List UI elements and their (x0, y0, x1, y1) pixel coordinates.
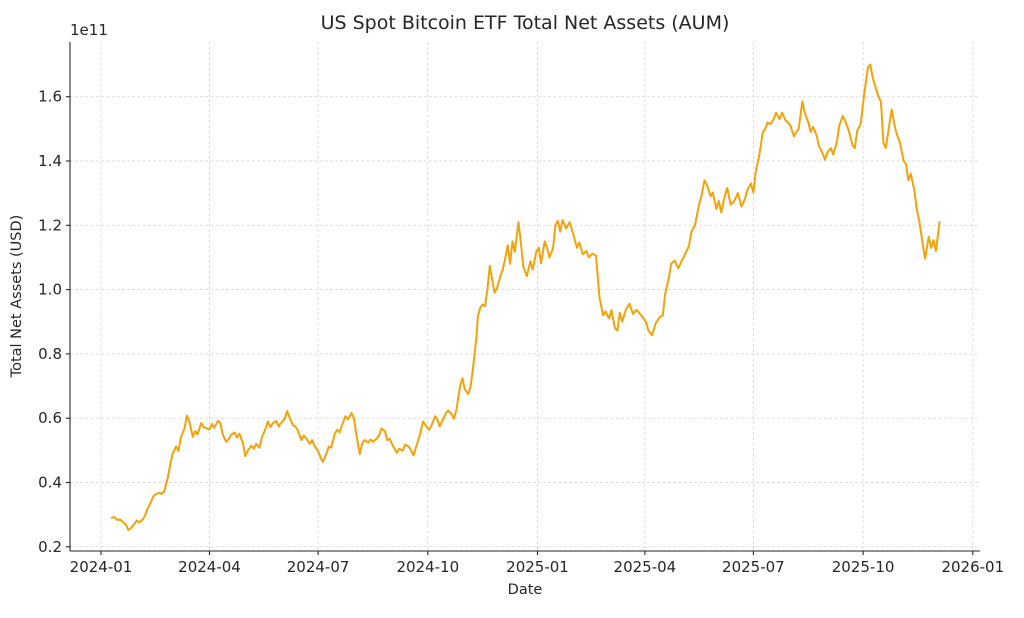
y-tick-label: 1.0 (38, 281, 62, 299)
y-tick-label: 0.2 (38, 538, 62, 556)
y-tick-label: 1.4 (38, 152, 62, 170)
x-tick-label: 2024-10 (396, 558, 459, 576)
x-tick-label: 2026-01 (941, 558, 1004, 576)
y-axis-label: Total Net Assets (USD) (9, 215, 25, 379)
x-axis-label: Date (508, 582, 543, 598)
x-tick-label: 2024-04 (178, 558, 241, 576)
grid-layer (70, 42, 980, 551)
x-tick-label: 2025-01 (506, 558, 569, 576)
x-tick-label: 2025-07 (722, 558, 785, 576)
y-tick-label: 1.6 (38, 88, 62, 106)
series-line (110, 63, 941, 532)
axes-layer: 0.2 0.4 0.6 0.8 1.0 1.2 1.4 1.6 2024-01 2024-04 20… (38, 42, 1004, 576)
x-tick-label: 2024-01 (70, 558, 133, 576)
y-axis-offset-text: 1e11 (70, 21, 108, 39)
y-tick-label: 0.8 (38, 345, 62, 363)
y-tick-label: 1.2 (38, 216, 62, 234)
x-tick-label: 2025-04 (614, 558, 677, 576)
y-tick-label: 0.4 (38, 474, 62, 492)
y-tick-label: 0.6 (38, 409, 62, 427)
aum-line (110, 63, 941, 532)
x-tick-label: 2024-07 (287, 558, 350, 576)
x-tick-label: 2025-10 (832, 558, 895, 576)
chart-title: US Spot Bitcoin ETF Total Net Assets (AU… (321, 12, 730, 34)
